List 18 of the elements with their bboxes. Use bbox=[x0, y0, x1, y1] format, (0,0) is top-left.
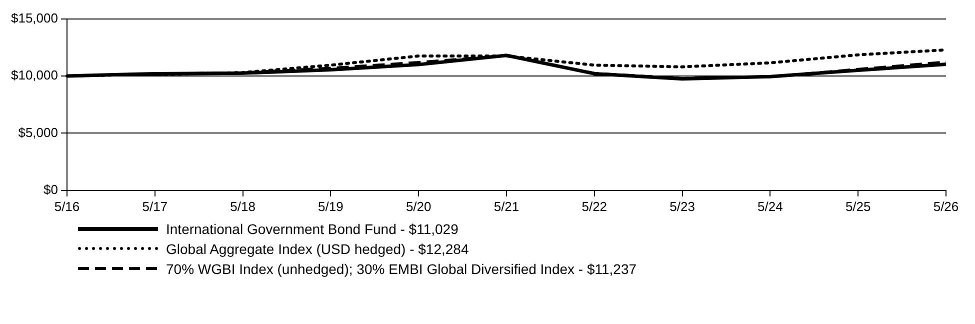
y-tick-label: $10,000 bbox=[10, 68, 58, 83]
x-tick-label: 5/16 bbox=[54, 198, 80, 214]
legend-label: 70% WGBI Index (unhedged); 30% EMBI Global Diversified Index - $11,237 bbox=[166, 260, 638, 278]
x-tick-label: 5/25 bbox=[845, 198, 871, 214]
x-tick-label: 5/21 bbox=[494, 198, 520, 214]
x-tick-label: 5/20 bbox=[406, 198, 432, 214]
y-tick-label: $15,000 bbox=[10, 10, 58, 26]
x-tick-label: 5/24 bbox=[758, 198, 783, 214]
x-tick-label: 5/22 bbox=[582, 198, 608, 214]
x-tick-label: 5/17 bbox=[142, 198, 168, 214]
legend-label: Global Aggregate Index (USD hedged) - $12,284 bbox=[166, 240, 470, 258]
y-tick-label: $5,000 bbox=[18, 124, 58, 140]
x-tick-label: 5/19 bbox=[318, 198, 344, 214]
x-tick-label: 5/18 bbox=[230, 198, 256, 214]
y-tick-label: $0 bbox=[44, 182, 58, 197]
x-tick-label: 5/26 bbox=[933, 198, 959, 214]
x-tick-label: 5/23 bbox=[670, 198, 695, 214]
legend-label: International Government Bond Fund - $11,029 bbox=[166, 220, 460, 238]
